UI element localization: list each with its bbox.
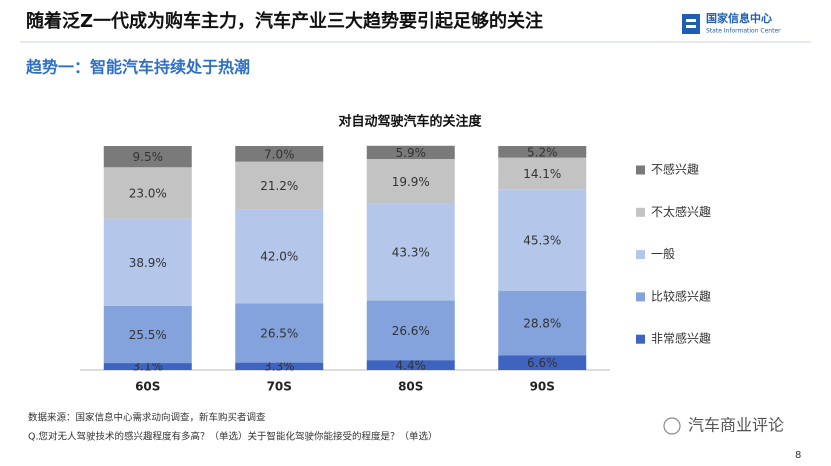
data-label: 9.5% bbox=[133, 150, 164, 164]
data-label: 42.0% bbox=[260, 250, 298, 264]
logo-icon bbox=[682, 14, 700, 34]
data-label: 23.0% bbox=[129, 187, 167, 201]
data-label: 25.5% bbox=[129, 328, 167, 342]
bar-segment bbox=[498, 157, 587, 190]
bar-segment bbox=[103, 218, 192, 306]
data-label: 6.6% bbox=[527, 356, 558, 370]
logo-subtext: State Information Center bbox=[706, 28, 781, 35]
legend-swatch bbox=[636, 207, 645, 217]
logo-icon-detail bbox=[686, 25, 696, 28]
legend-label: 比较感兴趣 bbox=[651, 288, 711, 303]
data-label: 4.4% bbox=[396, 359, 427, 373]
bar-segment bbox=[235, 209, 324, 304]
data-label: 19.9% bbox=[392, 175, 430, 189]
logo-text: 国家信息中心 bbox=[706, 11, 772, 25]
source-note: 数据来源：国家信息中心需求动向调查，新车购买者调查 bbox=[28, 412, 266, 424]
slide-title: 随着泛Z一代成为购车主力，汽车产业三大趋势要引起足够的关注 bbox=[26, 10, 543, 32]
legend-label: 不太感兴趣 bbox=[651, 204, 711, 219]
x-tick-label: 80S bbox=[398, 380, 423, 394]
watermark-icon bbox=[663, 417, 681, 435]
data-label: 45.3% bbox=[523, 233, 561, 247]
legend-swatch bbox=[636, 292, 645, 302]
data-label: 28.8% bbox=[523, 316, 561, 330]
data-label: 26.6% bbox=[392, 324, 430, 338]
bar-segment bbox=[235, 161, 324, 210]
data-label: 14.1% bbox=[523, 167, 561, 181]
x-tick-label: 60S bbox=[135, 380, 160, 394]
bar-segment bbox=[103, 146, 192, 168]
question-note: Q.您对无人驾驶技术的感兴趣程度有多高？（单选）关于智能化驾驶你能接受的程度是？… bbox=[28, 431, 438, 443]
bar-segment bbox=[366, 158, 455, 204]
legend-label: 不感兴趣 bbox=[651, 162, 699, 177]
data-label: 21.2% bbox=[260, 179, 298, 193]
legend-swatch bbox=[636, 334, 645, 344]
data-label: 26.5% bbox=[260, 326, 298, 340]
chart-title: 对自动驾驶汽车的关注度 bbox=[338, 114, 482, 130]
legend-swatch bbox=[636, 250, 645, 260]
x-tick-label: 70S bbox=[267, 380, 292, 394]
bar-segment bbox=[498, 355, 587, 370]
bar-segment bbox=[235, 362, 324, 370]
bar-segment bbox=[103, 167, 192, 219]
data-label: 3.3% bbox=[264, 360, 295, 374]
bar-segment bbox=[366, 203, 455, 301]
legend-swatch bbox=[636, 165, 645, 175]
page-number: 8 bbox=[795, 450, 801, 461]
bar-segment bbox=[366, 145, 455, 159]
bar-segment bbox=[498, 146, 587, 158]
bar-segment bbox=[366, 300, 455, 361]
data-label: 5.2% bbox=[527, 145, 558, 159]
bar-segment bbox=[498, 189, 587, 291]
legend-label: 一般 bbox=[651, 246, 675, 261]
subtitle: 趋势一：智能汽车持续处于热潮 bbox=[26, 58, 250, 77]
legend-label: 非常感兴趣 bbox=[651, 331, 711, 346]
x-tick-label: 90S bbox=[530, 380, 555, 394]
logo-icon-detail bbox=[686, 19, 696, 22]
bar-segment bbox=[103, 305, 192, 364]
watermark: 汽车商业评论 bbox=[688, 416, 784, 435]
data-label: 5.9% bbox=[396, 146, 427, 160]
bar-segment bbox=[235, 146, 324, 162]
bar-segment bbox=[366, 360, 455, 370]
data-label: 7.0% bbox=[264, 147, 295, 161]
bar-segment bbox=[235, 303, 324, 363]
data-label: 38.9% bbox=[129, 256, 167, 270]
data-label: 43.3% bbox=[392, 246, 430, 260]
bar-segment bbox=[498, 290, 587, 356]
bar-segment bbox=[103, 363, 192, 370]
